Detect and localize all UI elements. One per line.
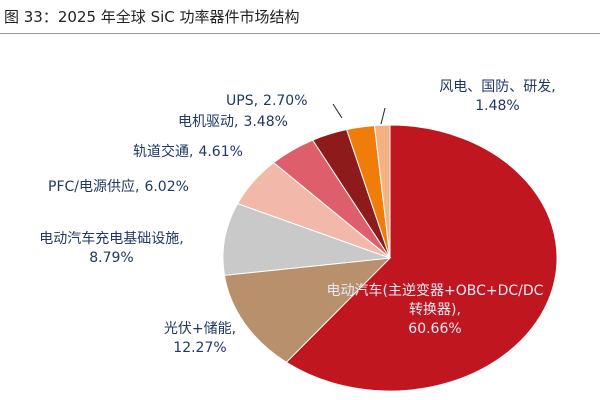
slice-label: 电动汽车充电基础设施, 8.79% xyxy=(4,230,219,268)
pie-slice xyxy=(373,124,391,259)
category-label: 电机驱动, xyxy=(178,114,239,130)
pie-slice xyxy=(223,257,392,363)
slice-label: UPS, 2.70% xyxy=(226,92,426,111)
slice-label: 电机驱动, 3.48% xyxy=(178,113,378,132)
category-label: UPS, xyxy=(226,93,259,109)
value-label: 6.02% xyxy=(144,179,189,195)
category-label: 电动汽车(主逆变器+OBC+DC/DC转换器), xyxy=(326,283,544,318)
slice-label: 光伏+储能, 12.27% xyxy=(130,320,270,358)
slice-label: 轨道交通, 4.61% xyxy=(133,143,333,162)
category-label: 电动汽车充电基础设施, xyxy=(39,231,184,247)
value-label: 60.66% xyxy=(408,321,462,337)
pie-slice xyxy=(285,124,558,392)
leader-line xyxy=(332,103,343,119)
value-label: 12.27% xyxy=(173,340,227,356)
category-label: PFC/电源供应, xyxy=(48,179,140,195)
title-rule xyxy=(0,33,600,34)
leader-line xyxy=(380,107,386,125)
slice-label: 电动汽车(主逆变器+OBC+DC/DC转换器), 60.66% xyxy=(320,282,550,339)
category-label: 风电、国防、研发, xyxy=(439,79,556,95)
slice-label: PFC/电源供应, 6.02% xyxy=(48,178,248,197)
leader-lines xyxy=(332,103,386,125)
value-label: 2.70% xyxy=(263,93,308,109)
slice-label: 风电、国防、研发, 1.48% xyxy=(410,78,585,116)
category-label: 光伏+储能, xyxy=(163,321,237,337)
value-label: 8.79% xyxy=(89,250,134,266)
value-label: 1.48% xyxy=(475,98,520,114)
category-label: 轨道交通, xyxy=(133,144,194,160)
value-label: 4.61% xyxy=(198,144,243,160)
pie-slice xyxy=(222,202,391,276)
chart-title: 图 33：2025 年全球 SiC 功率器件市场结构 xyxy=(4,8,300,26)
value-label: 3.48% xyxy=(243,114,288,130)
